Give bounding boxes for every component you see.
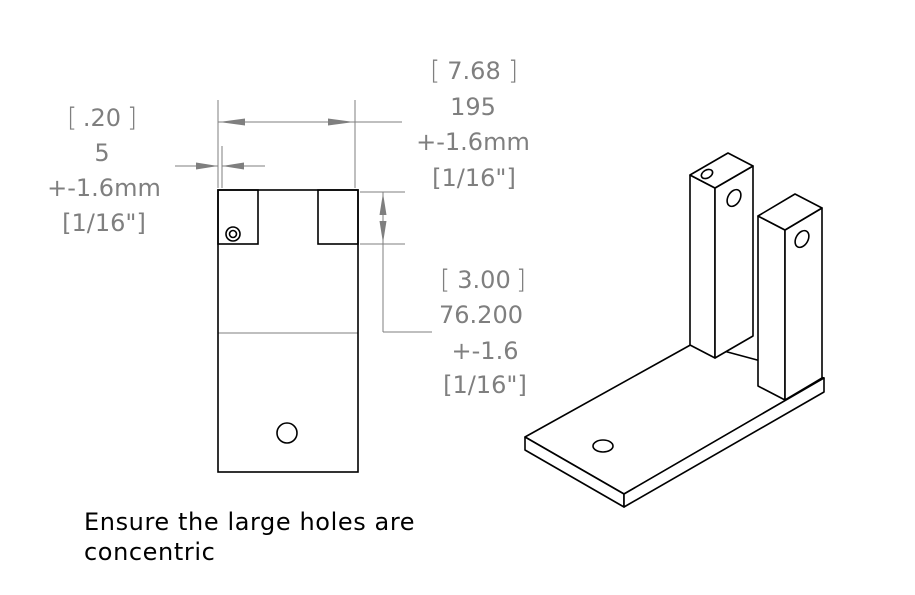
note-line-1: Ensure the large holes are — [84, 508, 415, 536]
front-post-front-face — [757, 215, 786, 401]
rear-post-front-face — [689, 174, 716, 359]
note-line-2: concentric — [84, 538, 215, 566]
front-post-top-face — [757, 193, 823, 231]
bracket-left: [ — [430, 56, 440, 86]
bracket-left: [ — [440, 265, 450, 295]
dim-height-tolerance: +-1.6 — [452, 337, 519, 365]
dim-offset-inch-tolerance: [1/16"] — [62, 209, 146, 237]
dimension-offset: [ .20 ] 5 +-1.6mm [1/16"] — [47, 103, 265, 237]
rear-post-side-face — [714, 165, 754, 359]
dim-height-inch: 3.00 — [457, 266, 510, 294]
dim-offset-inch: .20 — [83, 104, 121, 132]
small-hole-outer — [225, 226, 241, 242]
bracket-right: ] — [127, 103, 137, 133]
note: Ensure the large holes are concentric — [84, 508, 415, 566]
bracket-right: ] — [508, 56, 518, 86]
base-plate-hole — [592, 439, 614, 453]
arrowhead-width-right — [328, 118, 354, 126]
dim-width-inch: 7.68 — [447, 57, 500, 85]
small-hole-inner — [228, 229, 238, 239]
dim-width-mm: 195 — [450, 93, 496, 121]
dimension-height: [ 3.00 ] 76.200 +-1.6 [1/16"] — [360, 191, 527, 399]
dim-width-inch-tolerance: [1/16"] — [432, 164, 516, 192]
arrowhead-height-bottom — [379, 221, 387, 243]
base-plate-right-face — [623, 377, 825, 508]
dim-height-mm: 76.200 — [439, 301, 523, 329]
right-post-outline — [317, 189, 359, 245]
arrowhead-width-left — [219, 118, 245, 126]
bracket-left: [ — [67, 103, 77, 133]
front-view — [217, 189, 359, 473]
arrowhead-offset-left — [196, 162, 218, 170]
dim-offset-mm: 5 — [94, 139, 109, 167]
front-post-side-face — [784, 207, 823, 401]
isometric-view — [524, 152, 825, 508]
dimension-overall-width: [ 7.68 ] 195 +-1.6mm [1/16"] — [217, 56, 530, 192]
large-hole — [276, 422, 298, 444]
dim-width-tolerance: +-1.6mm — [416, 128, 530, 156]
front-post-side-hole — [794, 229, 810, 249]
rear-post-side-hole — [726, 188, 742, 208]
left-post-outline — [217, 189, 259, 245]
arrowhead-offset-right — [222, 162, 244, 170]
front-view-outline — [217, 189, 359, 473]
dim-offset-tolerance: +-1.6mm — [47, 174, 161, 202]
bracket-right: ] — [516, 265, 526, 295]
dim-height-inch-tolerance: [1/16"] — [443, 371, 527, 399]
rear-post-top-hole — [700, 168, 714, 180]
arrowhead-height-top — [379, 193, 387, 215]
